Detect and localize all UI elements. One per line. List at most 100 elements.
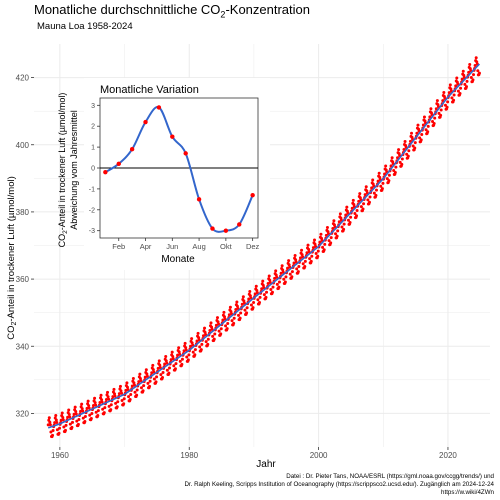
chart-title: Monatliche durchschnittliche CO2-Konzent… xyxy=(34,2,310,20)
data-point xyxy=(141,389,145,393)
data-point xyxy=(419,138,423,142)
data-point xyxy=(420,132,424,136)
data-point xyxy=(112,387,116,391)
data-point xyxy=(228,305,232,309)
data-point xyxy=(284,275,288,279)
data-point xyxy=(171,354,175,358)
data-point xyxy=(198,345,202,349)
data-point xyxy=(116,400,120,404)
data-point xyxy=(380,187,384,191)
data-point xyxy=(374,188,378,192)
data-point xyxy=(469,76,473,80)
data-point xyxy=(387,173,391,177)
data-point xyxy=(165,361,169,365)
data-point xyxy=(413,141,417,145)
inset-y-tick-label: -1 xyxy=(89,186,95,193)
data-point xyxy=(222,315,226,319)
data-point xyxy=(264,295,268,299)
data-point xyxy=(303,259,307,263)
y-tick-label: 340 xyxy=(16,342,30,351)
data-point xyxy=(313,242,317,246)
data-point xyxy=(322,248,326,252)
data-point xyxy=(394,165,398,169)
data-point xyxy=(385,177,389,181)
data-point xyxy=(262,293,266,297)
data-point xyxy=(238,316,242,320)
data-point xyxy=(219,327,223,331)
data-point xyxy=(132,381,136,385)
data-point xyxy=(398,160,402,164)
data-point xyxy=(468,62,472,66)
data-point xyxy=(142,384,146,388)
x-axis-label: Jahr xyxy=(256,459,276,470)
y-tick-label: 320 xyxy=(16,409,30,418)
data-point xyxy=(180,357,184,361)
data-point xyxy=(197,336,201,340)
data-point xyxy=(331,227,335,231)
data-point xyxy=(300,253,304,257)
data-point xyxy=(450,96,454,100)
data-point xyxy=(295,267,299,271)
data-point xyxy=(252,301,256,305)
data-point xyxy=(67,413,71,416)
data-point xyxy=(139,379,143,383)
data-point xyxy=(344,213,348,217)
data-point xyxy=(180,362,184,366)
data-point xyxy=(145,374,149,378)
data-point xyxy=(204,340,208,344)
data-point xyxy=(329,236,333,240)
inset-x-tick-label: Jun xyxy=(166,242,178,251)
data-point xyxy=(254,284,258,288)
data-point xyxy=(135,393,139,397)
data-point xyxy=(232,316,236,320)
data-point xyxy=(319,232,323,236)
data-point xyxy=(245,306,249,310)
data-point xyxy=(47,416,51,420)
data-point xyxy=(58,426,62,430)
data-point xyxy=(335,234,339,238)
chart-subtitle: Mauna Loa 1958-2024 xyxy=(37,21,133,32)
data-point xyxy=(138,372,142,376)
data-point xyxy=(68,415,72,419)
data-point xyxy=(131,377,135,381)
inset-data-point xyxy=(250,192,255,198)
data-point xyxy=(408,139,412,143)
data-point xyxy=(81,416,85,420)
data-point xyxy=(281,268,285,272)
data-point xyxy=(217,329,221,333)
data-point xyxy=(459,86,463,90)
data-point xyxy=(432,122,436,126)
data-point xyxy=(164,359,168,363)
data-point xyxy=(77,417,81,421)
data-point xyxy=(96,414,100,418)
data-point xyxy=(439,108,443,112)
data-point xyxy=(287,259,291,263)
data-point xyxy=(248,294,252,298)
data-point xyxy=(232,321,236,325)
data-point xyxy=(114,401,118,405)
data-point xyxy=(296,270,300,274)
data-point xyxy=(190,337,194,341)
data-point xyxy=(318,240,322,244)
data-point xyxy=(413,146,417,150)
inset-y-axis-label-line2: Abweichung vom Jahresmittel xyxy=(69,110,79,230)
data-point xyxy=(74,410,78,414)
data-point xyxy=(316,254,320,258)
data-point xyxy=(350,206,354,210)
data-point xyxy=(113,394,117,398)
data-point xyxy=(107,397,111,401)
data-point xyxy=(452,98,456,102)
data-point xyxy=(267,274,271,278)
data-point xyxy=(429,107,433,111)
data-point xyxy=(445,105,449,109)
data-point xyxy=(165,368,169,372)
data-point xyxy=(178,359,182,363)
data-point xyxy=(122,397,126,401)
data-point xyxy=(283,280,287,284)
data-point xyxy=(54,414,58,418)
data-point xyxy=(255,289,259,293)
data-point xyxy=(467,70,471,74)
data-point xyxy=(132,383,136,387)
data-point xyxy=(206,337,210,341)
data-point xyxy=(146,381,150,385)
